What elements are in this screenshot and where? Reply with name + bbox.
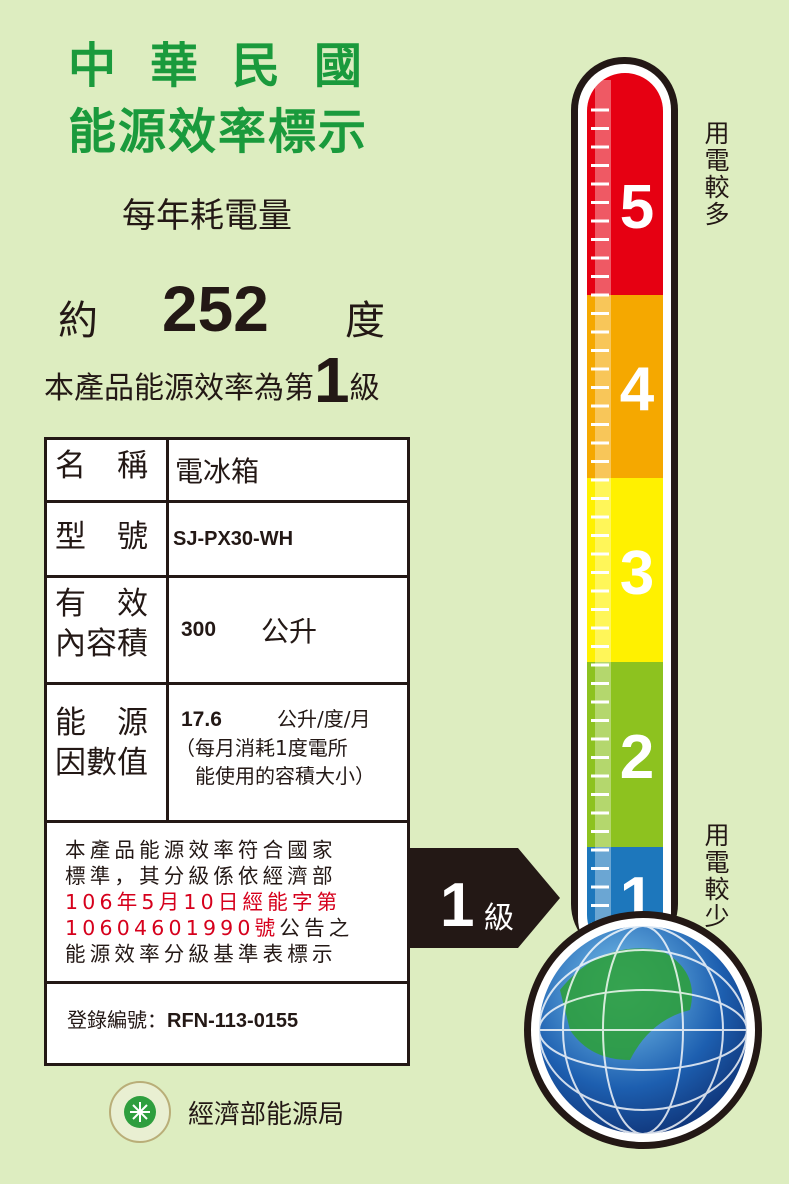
factor-note-2: 能使用的容積大小） (195, 764, 375, 788)
notice-line: 標準，其分級係依經濟部 (65, 864, 337, 888)
factor-label: 能 源因數值 (47, 685, 169, 820)
notice-line: 公告之 (279, 916, 354, 940)
notice-number: 10604601990號 (65, 916, 280, 940)
notice-line: 106年5月10日經能字第 (65, 890, 342, 914)
level-4-label: 4 (620, 355, 655, 424)
notice-line: 本產品能源效率符合國家 (65, 838, 337, 862)
scale-ticks (591, 108, 609, 926)
bureau-of-energy-logo-icon (109, 1081, 171, 1143)
more-electricity-label: 用電較多 (701, 120, 730, 228)
volume-value-cell: 300 公升 (169, 578, 407, 682)
name-label: 名 稱 (47, 440, 169, 500)
volume-label-1: 有 效 (55, 586, 148, 622)
grade-number: 1 (314, 344, 350, 416)
volume-label-2: 內容積 (55, 626, 148, 662)
model-value: SJ-PX30-WH (173, 527, 294, 550)
row-volume: 有 效內容積 300 公升 (47, 578, 407, 685)
arrow-grade-suffix: 級 (484, 901, 514, 936)
grade-prefix: 本產品能源效率為第 (44, 371, 314, 406)
volume-label: 有 效內容積 (47, 578, 169, 682)
factor-value-cell: 17.6 公升/度/月 （每月消耗1度電所 能使用的容積大小） (169, 685, 407, 820)
globe-icon (524, 911, 762, 1149)
level-2-label: 2 (620, 723, 654, 792)
factor-value: 17.6 (181, 708, 222, 731)
grade-arrow: 1 級 (410, 848, 560, 948)
level-3-segment (587, 478, 663, 663)
model-label: 型 號 (47, 503, 169, 575)
efficiency-thermometer: 5 4 3 2 1 (524, 57, 762, 1149)
less-electricity-label: 用電較少 (701, 822, 730, 930)
label-title-country: 中華民國 (68, 38, 397, 94)
agency-footer: 經濟部能源局 (108, 1080, 344, 1144)
arrow-grade-number: 1 (440, 871, 474, 940)
registration: 登錄編號：RFN-113-0155 (47, 984, 407, 1063)
approx-prefix: 約 (58, 298, 98, 344)
factor-label-1: 能 源 (55, 705, 148, 741)
notice-line: 能源效率分級基準表標示 (65, 942, 337, 966)
spec-table: 名 稱 電冰箱 型 號 SJ-PX30-WH 有 效內容積 300 公升 能 源因… (44, 437, 410, 1066)
annual-consumption-heading: 每年耗電量 (122, 196, 292, 236)
volume-value: 300 (181, 618, 217, 641)
row-name: 名 稱 電冰箱 (47, 440, 407, 503)
label-title: 能源效率標示 (68, 104, 369, 160)
grade-statement: 本產品能源效率為第1級 (44, 340, 380, 429)
agency-name: 經濟部能源局 (188, 1099, 345, 1130)
row-energy-factor: 能 源因數值 17.6 公升/度/月 （每月消耗1度電所 能使用的容積大小） (47, 685, 407, 823)
name-value: 電冰箱 (175, 455, 260, 488)
standard-notice: 本產品能源效率符合國家 標準，其分級係依經濟部 106年5月10日經能字第 10… (47, 823, 407, 984)
consumption-unit: 度 (345, 298, 385, 344)
volume-unit: 公升 (261, 615, 318, 648)
consumption-value: 252 (162, 273, 269, 345)
registration-number: RFN-113-0155 (167, 1010, 299, 1032)
factor-label-2: 因數值 (55, 745, 148, 781)
level-2-segment (587, 662, 663, 848)
grade-suffix: 級 (349, 371, 380, 406)
level-5-label: 5 (620, 173, 654, 242)
row-model: 型 號 SJ-PX30-WH (47, 503, 407, 578)
registration-label: 登錄編號： (67, 1008, 167, 1032)
level-3-label: 3 (620, 539, 654, 608)
factor-unit: 公升/度/月 (277, 707, 371, 731)
factor-note-1: （每月消耗1度電所 (175, 736, 348, 760)
